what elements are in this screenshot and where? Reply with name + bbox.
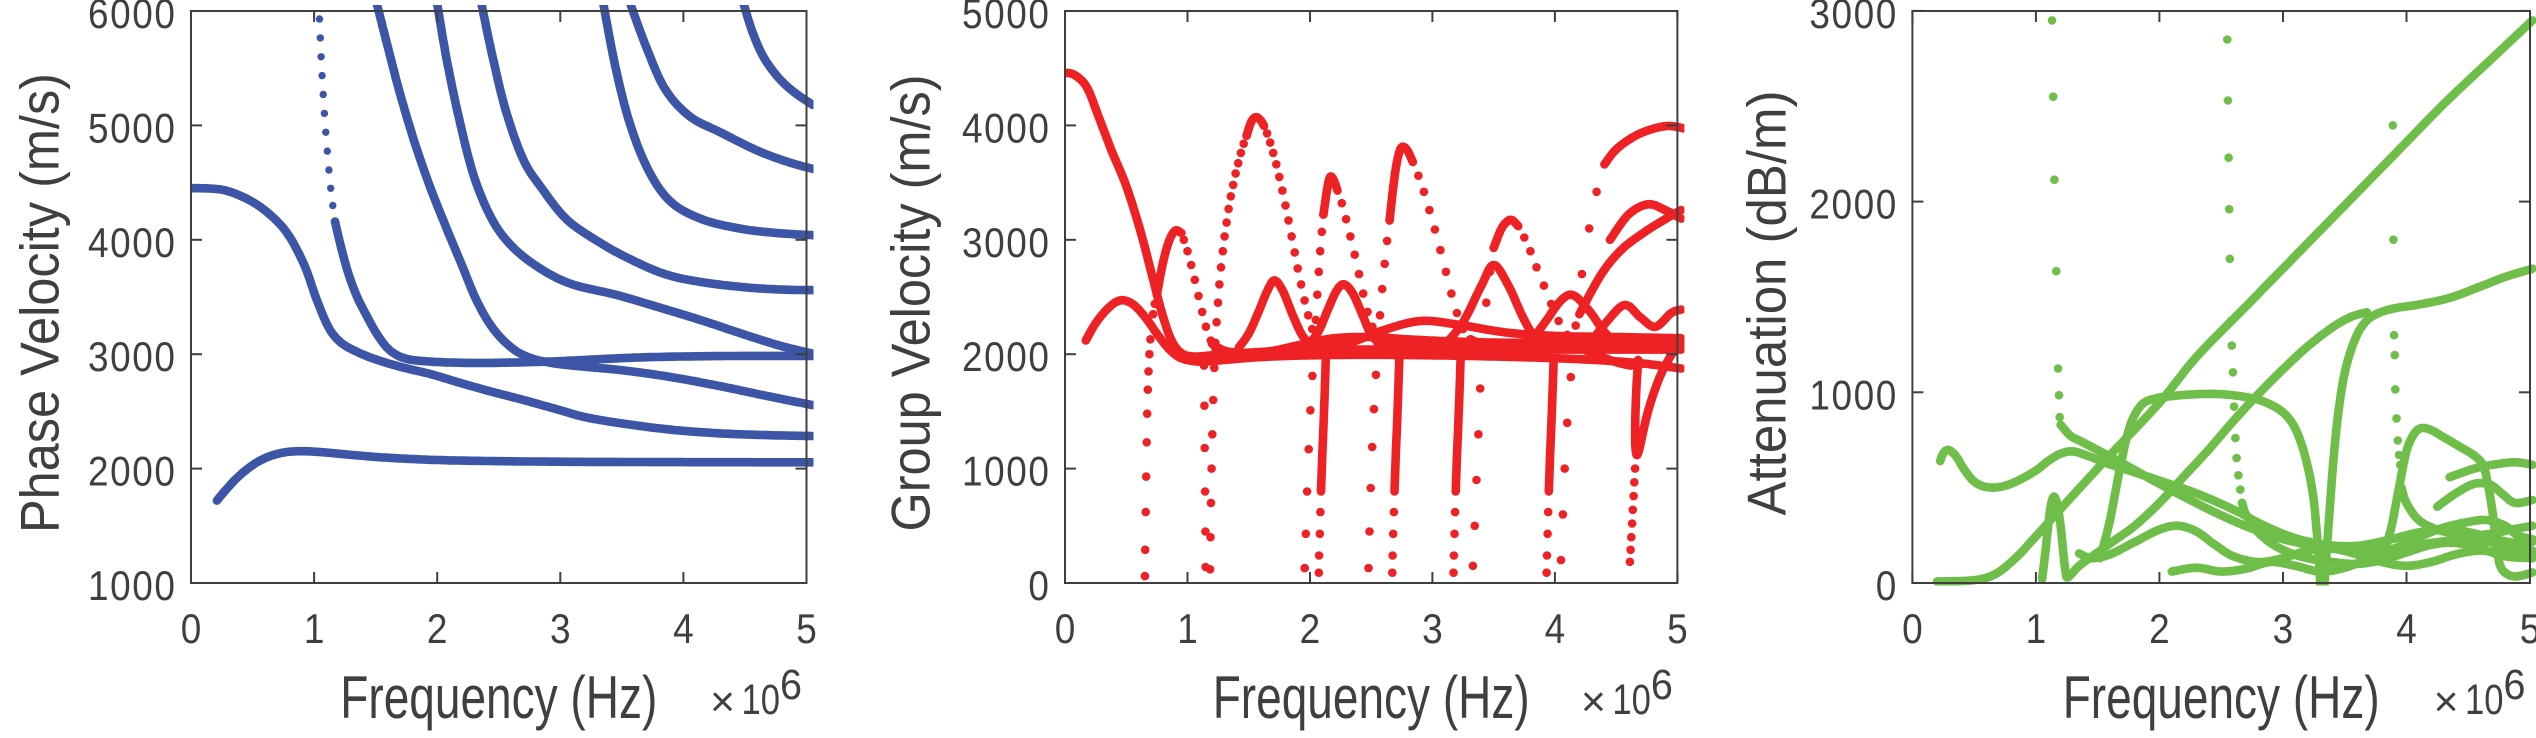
svg-text:1: 1 xyxy=(1177,606,1198,653)
svg-text:10: 10 xyxy=(1612,676,1651,724)
svg-text:0: 0 xyxy=(181,606,202,653)
svg-text:4: 4 xyxy=(673,606,694,653)
svg-text:0: 0 xyxy=(1028,563,1050,610)
svg-text:5: 5 xyxy=(796,606,817,653)
svg-text:2: 2 xyxy=(1300,606,1321,653)
svg-text:3: 3 xyxy=(2273,606,2294,653)
svg-text:2: 2 xyxy=(2149,606,2170,653)
svg-text:Frequency (Hz): Frequency (Hz) xyxy=(340,664,657,731)
svg-text:5: 5 xyxy=(2520,606,2536,653)
svg-text:3000: 3000 xyxy=(1809,0,1898,37)
svg-text:Group Velocity (m/s): Group Velocity (m/s) xyxy=(880,75,942,532)
svg-text:4: 4 xyxy=(1545,606,1566,653)
svg-text:2: 2 xyxy=(427,606,448,653)
svg-text:Attenuation (dB/m): Attenuation (dB/m) xyxy=(1736,91,1798,516)
svg-text:0: 0 xyxy=(1876,563,1898,610)
svg-text:2000: 2000 xyxy=(88,448,177,495)
svg-text:×: × xyxy=(2434,678,2459,726)
svg-text:3: 3 xyxy=(550,606,571,653)
svg-text:1: 1 xyxy=(304,606,325,653)
svg-text:1000: 1000 xyxy=(1809,372,1898,419)
svg-text:10: 10 xyxy=(742,676,781,724)
svg-text:6: 6 xyxy=(780,661,802,709)
svg-text:Phase Velocity (m/s): Phase Velocity (m/s) xyxy=(9,73,71,533)
svg-text:2000: 2000 xyxy=(962,334,1051,381)
svg-text:4000: 4000 xyxy=(962,105,1051,152)
svg-text:5000: 5000 xyxy=(88,105,177,152)
svg-text:Frequency (Hz): Frequency (Hz) xyxy=(2063,664,2380,731)
svg-text:10: 10 xyxy=(2465,676,2504,724)
svg-text:3: 3 xyxy=(1422,606,1443,653)
svg-text:5000: 5000 xyxy=(962,0,1051,38)
svg-text:4000: 4000 xyxy=(88,220,177,267)
svg-text:Frequency (Hz): Frequency (Hz) xyxy=(1213,664,1530,731)
svg-text:3000: 3000 xyxy=(962,220,1051,267)
svg-text:6000: 6000 xyxy=(88,0,177,38)
svg-text:1000: 1000 xyxy=(88,563,177,610)
svg-text:3000: 3000 xyxy=(88,334,177,381)
svg-text:0: 0 xyxy=(1055,606,1076,653)
svg-text:×: × xyxy=(710,678,735,726)
svg-text:1: 1 xyxy=(2026,606,2047,653)
svg-text:0: 0 xyxy=(1902,606,1923,653)
svg-text:6: 6 xyxy=(2504,661,2526,709)
svg-text:6: 6 xyxy=(1651,661,1673,709)
svg-text:5: 5 xyxy=(1667,606,1688,653)
svg-text:1000: 1000 xyxy=(962,448,1051,495)
svg-text:2000: 2000 xyxy=(1809,181,1898,228)
svg-text:4: 4 xyxy=(2396,606,2417,653)
svg-text:×: × xyxy=(1581,678,1606,726)
